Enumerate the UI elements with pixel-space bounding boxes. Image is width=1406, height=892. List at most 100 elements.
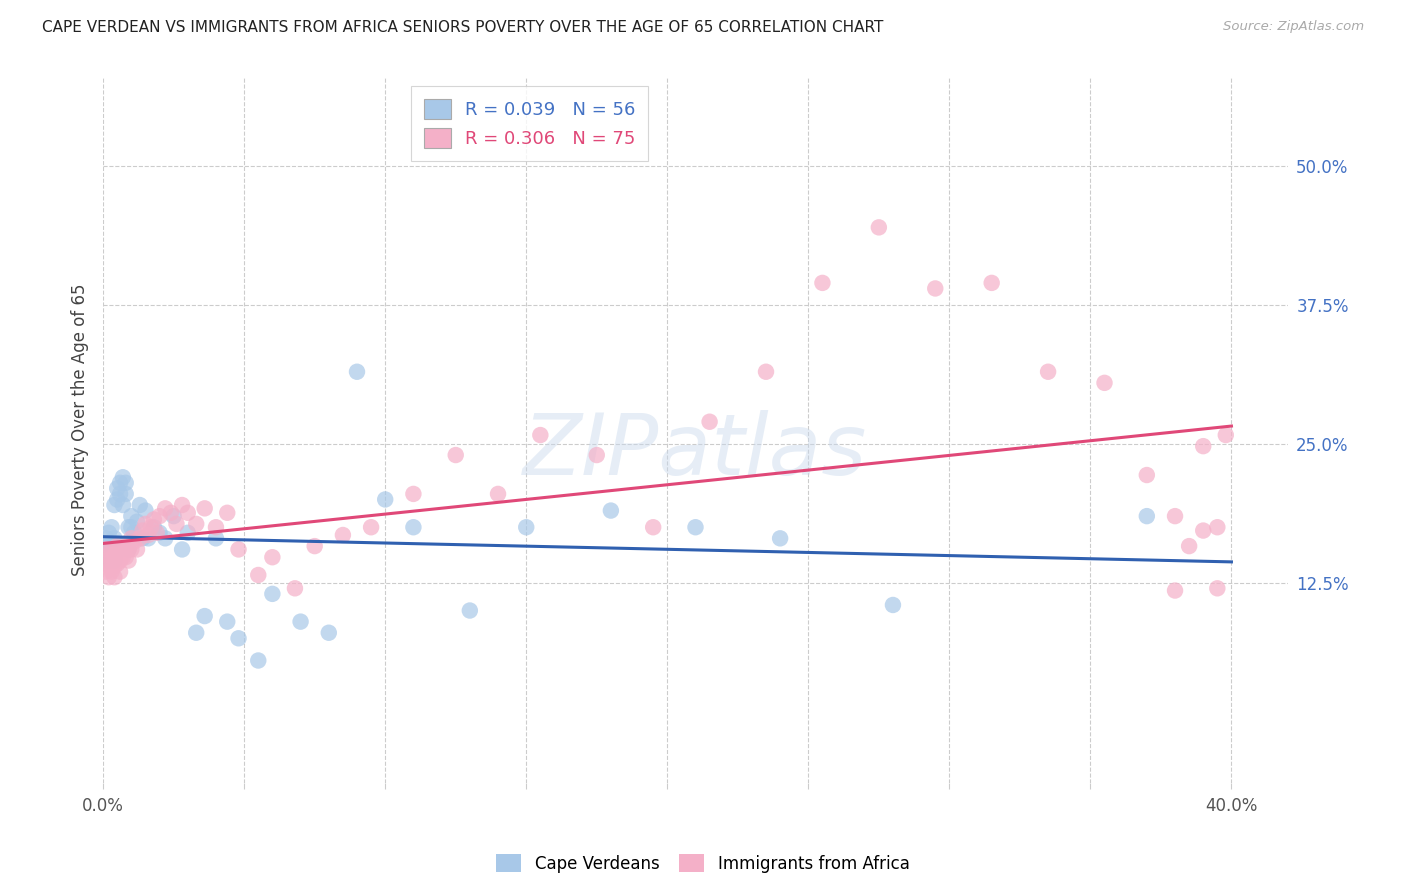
Point <box>142 520 165 534</box>
Point <box>125 542 148 557</box>
Point <box>599 503 621 517</box>
Point <box>94 565 117 579</box>
Point <box>194 501 217 516</box>
Text: Source: ZipAtlas.com: Source: ZipAtlas.com <box>1223 20 1364 33</box>
Point <box>105 492 128 507</box>
Point <box>177 506 200 520</box>
Point <box>111 498 134 512</box>
Point <box>108 565 131 579</box>
Point <box>94 542 117 557</box>
Point <box>111 550 134 565</box>
Point <box>131 532 153 546</box>
Point <box>134 503 156 517</box>
Point <box>247 568 270 582</box>
Point <box>120 509 142 524</box>
Point <box>262 550 284 565</box>
Point <box>262 587 284 601</box>
Point <box>97 570 120 584</box>
Point <box>228 632 250 646</box>
Point <box>1164 583 1187 598</box>
Point <box>699 415 721 429</box>
Point <box>122 525 145 540</box>
Point <box>304 539 326 553</box>
Point <box>402 520 425 534</box>
Legend: R = 0.039   N = 56, R = 0.306   N = 75: R = 0.039 N = 56, R = 0.306 N = 75 <box>411 87 648 161</box>
Point <box>103 559 125 574</box>
Point <box>111 470 134 484</box>
Point <box>346 365 368 379</box>
Point <box>139 520 162 534</box>
Point <box>136 532 159 546</box>
Point <box>217 506 239 520</box>
Point <box>290 615 312 629</box>
Point <box>100 520 122 534</box>
Point <box>108 475 131 490</box>
Point <box>515 520 537 534</box>
Point <box>114 487 136 501</box>
Point <box>128 498 150 512</box>
Point <box>769 532 792 546</box>
Point <box>105 539 128 553</box>
Point <box>444 448 467 462</box>
Point <box>103 548 125 562</box>
Point <box>94 542 117 557</box>
Point <box>120 542 142 557</box>
Point <box>1206 582 1229 596</box>
Point <box>529 428 551 442</box>
Point <box>142 512 165 526</box>
Point <box>97 559 120 574</box>
Point <box>159 506 181 520</box>
Point <box>134 516 156 531</box>
Point <box>194 609 217 624</box>
Point <box>1136 468 1159 483</box>
Point <box>360 520 382 534</box>
Point <box>1036 365 1059 379</box>
Point <box>97 548 120 562</box>
Point <box>148 525 170 540</box>
Point <box>114 475 136 490</box>
Point <box>1178 539 1201 553</box>
Point <box>685 520 707 534</box>
Point <box>105 481 128 495</box>
Point <box>108 553 131 567</box>
Point <box>145 525 167 540</box>
Point <box>332 528 354 542</box>
Point <box>136 528 159 542</box>
Point <box>882 598 904 612</box>
Point <box>108 542 131 557</box>
Y-axis label: Seniors Poverty Over the Age of 65: Seniors Poverty Over the Age of 65 <box>72 284 89 576</box>
Point <box>186 516 208 531</box>
Point <box>114 550 136 565</box>
Point <box>114 539 136 553</box>
Point <box>153 532 176 546</box>
Point <box>117 542 139 557</box>
Point <box>177 525 200 540</box>
Point <box>128 532 150 546</box>
Point <box>100 537 122 551</box>
Point <box>811 276 834 290</box>
Point <box>120 520 142 534</box>
Point <box>103 570 125 584</box>
Point <box>1136 509 1159 524</box>
Point <box>94 532 117 546</box>
Point <box>755 365 778 379</box>
Point <box>402 487 425 501</box>
Point <box>117 520 139 534</box>
Point <box>247 653 270 667</box>
Point <box>131 524 153 538</box>
Point <box>120 532 142 546</box>
Point <box>100 542 122 557</box>
Point <box>186 625 208 640</box>
Point <box>172 498 194 512</box>
Point <box>217 615 239 629</box>
Point <box>103 532 125 546</box>
Point <box>105 557 128 571</box>
Point <box>108 542 131 557</box>
Point <box>97 525 120 540</box>
Point <box>1094 376 1116 390</box>
Point <box>103 498 125 512</box>
Point <box>94 553 117 567</box>
Point <box>458 603 481 617</box>
Point <box>228 542 250 557</box>
Point <box>172 542 194 557</box>
